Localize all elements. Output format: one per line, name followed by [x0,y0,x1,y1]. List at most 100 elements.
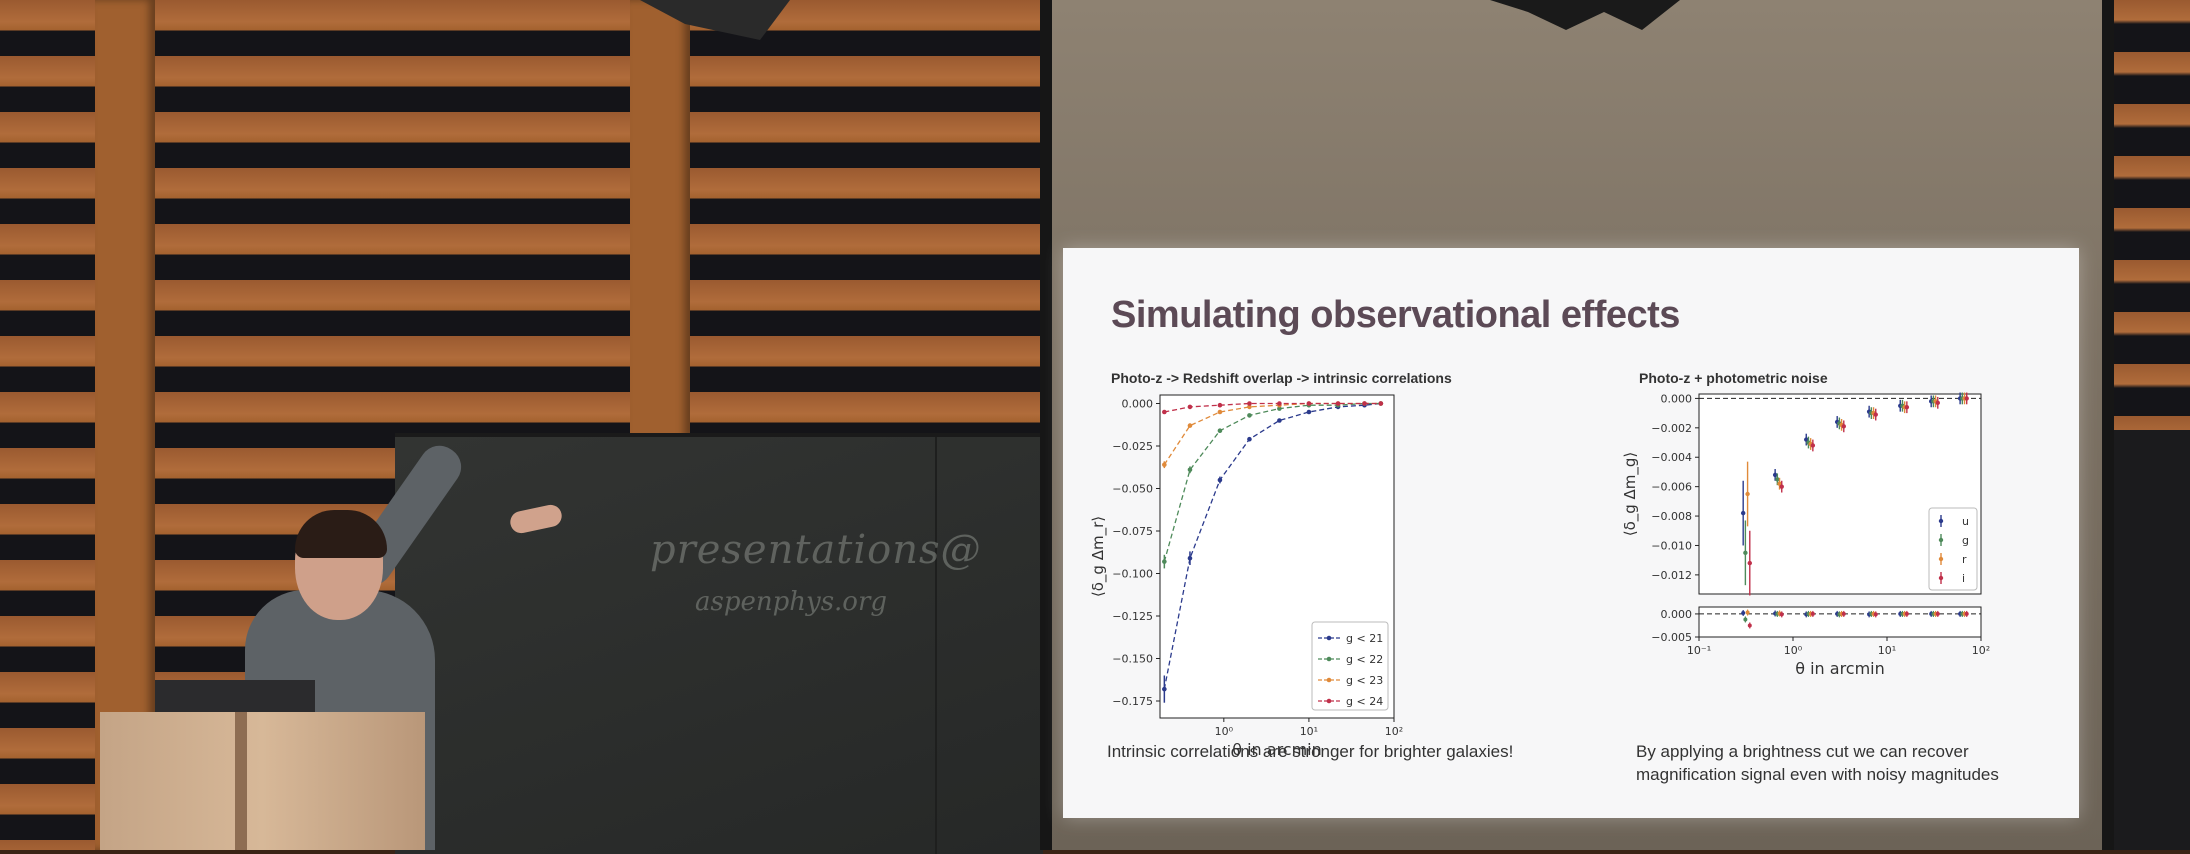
y-axis-label: ⟨δ_g Δm_g⟩ [1621,452,1640,537]
data-point [1187,423,1193,428]
legend-box [1311,621,1389,711]
x-tick-label: 10⁰ [1215,725,1234,738]
y-tick-label: 0.000 [1661,392,1693,405]
data-point [1306,401,1312,406]
residual-y-tick-label: 0.000 [1661,608,1693,621]
x-tick-label: 10⁰ [1784,644,1803,657]
x-tick-label: 10¹ [1878,644,1896,657]
legend-label: i [1962,572,1965,585]
y-tick-label: −0.004 [1651,451,1692,464]
residual-point [1841,611,1846,616]
legend-marker [1326,698,1332,704]
data-point [1162,559,1167,564]
data-point [1187,467,1193,473]
residual-point [1743,617,1748,622]
presenter-hair [295,510,387,558]
legend-marker [1938,537,1944,543]
residual-point [1873,612,1878,617]
legend-box [1928,507,1978,591]
data-point [1335,401,1341,406]
data-point [1306,409,1312,415]
residual-point [1810,611,1815,616]
podium-laptop [155,680,315,716]
legend-marker [1938,556,1944,562]
data-point [1743,550,1748,556]
chart-left: 0.000 −0.025 −0.050 −0.075 −0.100 −0.125 −0.15… [1089,394,1403,759]
chalk-writing-line1: presentations@ [650,527,982,573]
slide-title: Simulating observational effects [1111,294,1680,336]
series-line [1163,402,1381,690]
chalkboard-divider [935,437,937,854]
y-tick-label: −0.012 [1651,569,1692,582]
x-axis-label: θ in arcmin [1795,659,1885,678]
data-point [1217,428,1223,433]
legend-label: g < 21 [1346,632,1383,645]
data-point [1162,686,1167,692]
legend-marker [1326,677,1332,683]
data-point [1277,418,1282,423]
y-tick-label: −0.100 [1112,568,1153,581]
data-point [1247,436,1252,442]
legend-marker [1326,635,1332,641]
y-axis-label: ⟨δ_g Δm_r⟩ [1089,516,1108,597]
right-caption-line1: By applying a brightness cut we can reco… [1636,742,1969,761]
data-point [1362,401,1367,406]
residual-y-tick-label: −0.005 [1651,631,1692,644]
data-point [1162,409,1167,415]
residual-point [1904,611,1909,616]
data-point [1217,477,1223,483]
residual-point [1741,611,1746,615]
legend-label: g [1962,534,1969,547]
legend-marker [1326,656,1332,662]
wall-post [95,0,155,850]
right-panel-title: Photo-z + photometric noise [1639,370,1828,386]
data-point [1904,405,1910,410]
slide: Simulating observational effects Photo-z… [1063,248,2079,818]
y-tick-label: −0.150 [1112,653,1153,666]
legend-marker [1938,575,1944,581]
y-tick-label: −0.008 [1651,510,1692,523]
data-point [1745,491,1750,497]
y-tick-label: −0.010 [1651,539,1692,552]
data-point [1841,424,1846,429]
data-point [1247,401,1252,406]
data-point [1217,402,1223,408]
data-point [1873,412,1878,417]
data-point [1775,477,1780,482]
y-tick-label: −0.175 [1112,695,1153,708]
data-point [1247,413,1252,418]
residual-point [1779,612,1784,617]
x-tick-label: 10¹ [1300,725,1318,738]
data-point [1187,404,1193,410]
residual-point [1935,611,1940,616]
residual-point [1964,611,1969,616]
legend-label: g < 24 [1346,695,1383,708]
left-panel-title: Photo-z -> Redshift overlap -> intrinsic… [1111,370,1452,386]
podium [100,712,425,850]
data-point [1187,555,1193,561]
residual-point [1745,610,1750,615]
x-tick-label: 10² [1972,644,1990,657]
chalk-writing-line2: aspenphys.org [695,587,888,617]
residual-point [1747,623,1752,628]
y-tick-label: −0.050 [1112,483,1153,496]
y-tick-label: −0.002 [1651,422,1692,435]
legend-label: g < 23 [1346,674,1383,687]
left-caption: Intrinsic correlations are stronger for … [1107,742,1514,761]
data-point [1772,472,1778,478]
legend-label: r [1962,553,1967,566]
podium-seam [235,712,247,850]
x-tick-label: 10⁻¹ [1687,644,1711,657]
legend-label: u [1962,515,1969,528]
y-tick-label: −0.025 [1112,440,1153,453]
data-point [1964,396,1969,401]
chalkboard: presentations@ aspenphys.org [395,433,1043,854]
data-point [1277,406,1282,411]
x-axis-label: θ in arcmin [1232,740,1322,759]
legend-label: g < 22 [1346,653,1383,666]
data-point [1277,401,1282,406]
y-tick-label: 0.000 [1122,398,1154,411]
data-point [1247,404,1252,410]
y-tick-label: −0.125 [1112,610,1153,623]
legend-marker [1938,518,1944,524]
